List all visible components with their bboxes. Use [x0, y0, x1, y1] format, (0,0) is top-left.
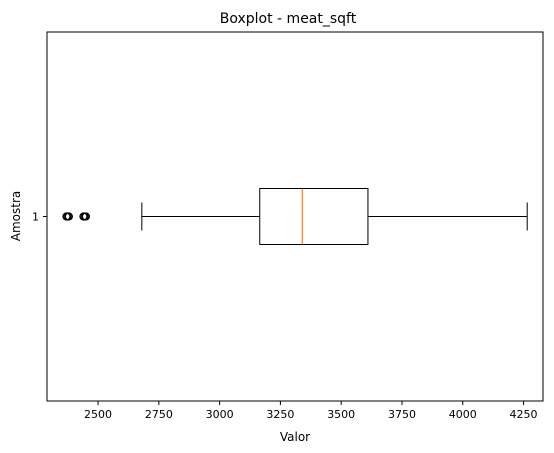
x-tick-label: 3750	[388, 408, 416, 421]
x-tick-label: 3250	[266, 408, 294, 421]
box-group	[62, 188, 528, 245]
x-axis-label: Valor	[280, 430, 310, 444]
chart-title: Boxplot - meat_sqft	[220, 11, 357, 27]
y-axis-label: Amostra	[9, 191, 23, 241]
x-tick-label: 2750	[145, 408, 173, 421]
x-axis-ticks: 2500 2750 3000 3250 3500 3750 4000 4250	[84, 401, 538, 421]
x-tick-label: 3500	[327, 408, 355, 421]
outlier-point	[64, 212, 73, 221]
x-tick-label: 3000	[206, 408, 234, 421]
x-tick-label: 4000	[449, 408, 477, 421]
outlier-point	[81, 212, 91, 221]
y-tick-label: 1	[32, 211, 39, 224]
interquartile-box	[259, 188, 369, 245]
y-axis-ticks: 1	[32, 211, 47, 224]
x-tick-label: 4250	[510, 408, 538, 421]
x-tick-label: 2500	[84, 408, 112, 421]
